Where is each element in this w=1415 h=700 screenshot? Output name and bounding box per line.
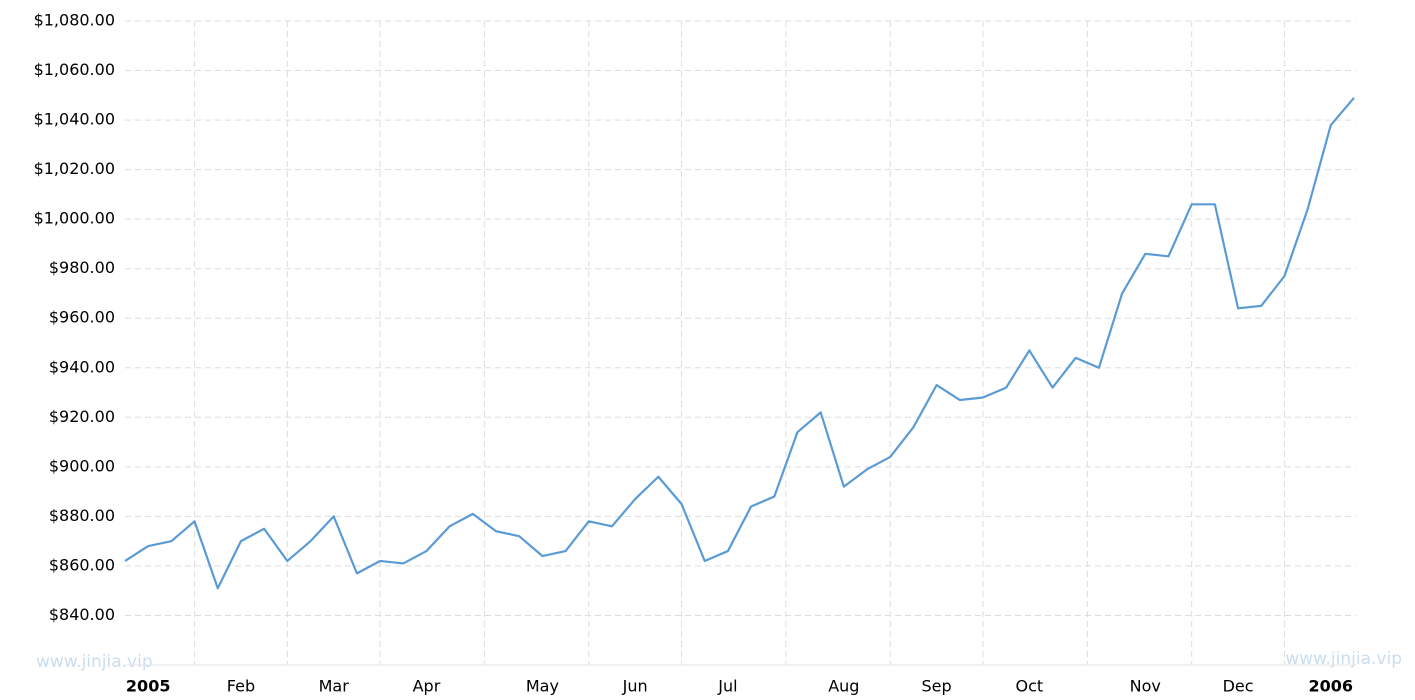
y-tick-label: $920.00 bbox=[49, 407, 115, 426]
x-tick-label: May bbox=[526, 677, 559, 696]
line-series bbox=[124, 97, 1355, 590]
x-tick-label: Sep bbox=[922, 677, 952, 696]
x-tick-label: Nov bbox=[1130, 677, 1161, 696]
y-tick-label: $900.00 bbox=[49, 456, 115, 475]
y-tick-label: $1,020.00 bbox=[34, 159, 115, 178]
x-tick-label: Apr bbox=[413, 677, 441, 696]
y-tick-label: $880.00 bbox=[49, 506, 115, 525]
y-tick-label: $1,060.00 bbox=[34, 60, 115, 79]
x-tick-label: Mar bbox=[319, 677, 350, 696]
y-tick-label: $1,080.00 bbox=[34, 11, 115, 30]
x-tick-label: 2005 bbox=[126, 677, 171, 696]
x-tick-label: Jul bbox=[717, 677, 737, 696]
y-tick-label: $940.00 bbox=[49, 357, 115, 376]
x-tick-label: Oct bbox=[1016, 677, 1044, 696]
x-tick-label: Feb bbox=[227, 677, 255, 696]
x-tick-label: 2006 bbox=[1309, 677, 1354, 696]
y-tick-label: $860.00 bbox=[49, 555, 115, 574]
x-tick-label: Dec bbox=[1223, 677, 1254, 696]
x-tick-label: Jun bbox=[622, 677, 648, 696]
watermark: www.jinjia.vip bbox=[1285, 649, 1402, 669]
y-tick-label: $960.00 bbox=[49, 308, 115, 327]
watermark: www.jinjia.vip bbox=[36, 652, 153, 672]
y-tick-label: $1,040.00 bbox=[34, 110, 115, 129]
y-tick-label: $980.00 bbox=[49, 258, 115, 277]
x-tick-label: Aug bbox=[828, 677, 859, 696]
y-tick-label: $840.00 bbox=[49, 605, 115, 624]
y-tick-label: $1,000.00 bbox=[34, 209, 115, 228]
